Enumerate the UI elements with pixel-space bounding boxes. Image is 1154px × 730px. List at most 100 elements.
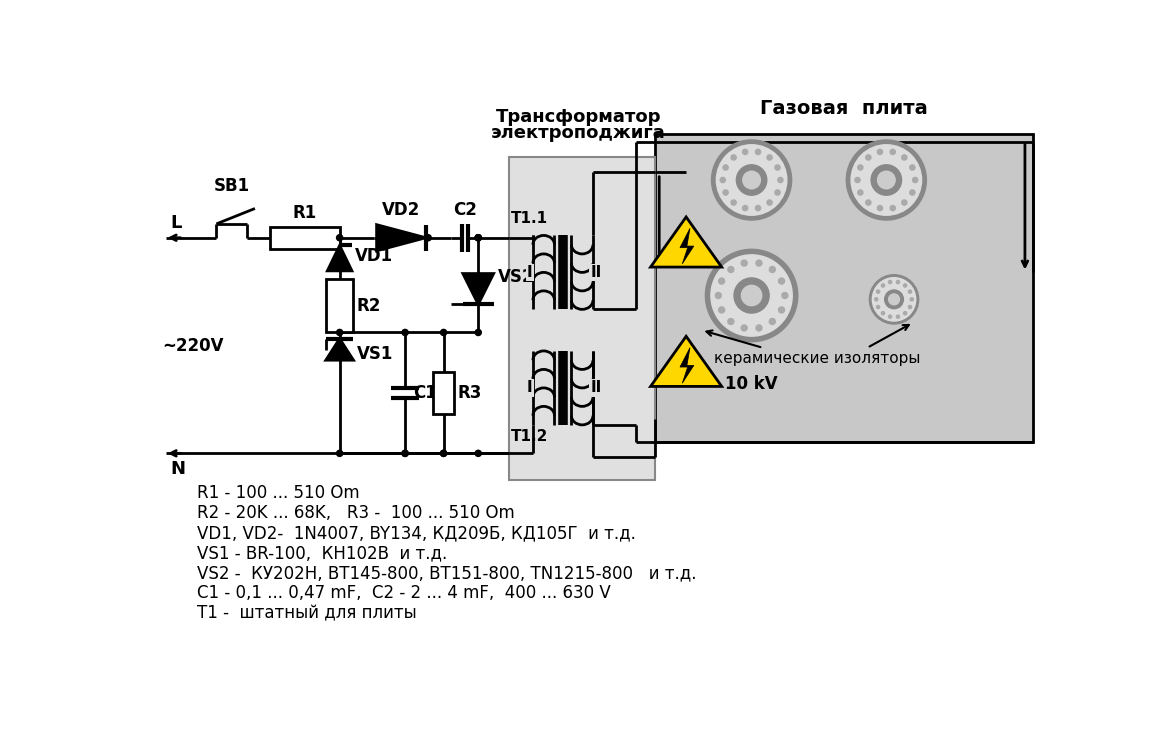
Circle shape (885, 290, 904, 309)
Text: 10 kV: 10 kV (725, 260, 778, 277)
Circle shape (901, 155, 907, 160)
Text: I: I (527, 265, 533, 280)
Circle shape (890, 206, 896, 211)
Circle shape (756, 325, 762, 331)
Circle shape (909, 190, 915, 195)
Circle shape (741, 325, 747, 331)
Circle shape (719, 307, 725, 313)
Circle shape (846, 140, 927, 220)
Circle shape (402, 450, 409, 456)
Circle shape (875, 298, 878, 301)
Text: N: N (171, 459, 186, 477)
Polygon shape (376, 225, 426, 251)
Circle shape (337, 329, 343, 336)
Circle shape (866, 200, 871, 205)
Polygon shape (463, 274, 494, 304)
Circle shape (711, 255, 793, 336)
Circle shape (475, 234, 481, 241)
Circle shape (890, 150, 896, 155)
Circle shape (901, 200, 907, 205)
Text: C1 - 0,1 ... 0,47 mF,  C2 - 2 ... 4 mF,  400 ... 630 V: C1 - 0,1 ... 0,47 mF, C2 - 2 ... 4 mF, 4… (197, 584, 610, 602)
Circle shape (720, 177, 726, 182)
Polygon shape (325, 339, 353, 360)
Circle shape (728, 318, 734, 325)
Circle shape (882, 284, 885, 287)
Circle shape (889, 280, 892, 284)
Circle shape (741, 285, 762, 306)
Circle shape (475, 329, 481, 336)
Circle shape (866, 155, 871, 160)
Text: R2: R2 (357, 296, 381, 315)
Circle shape (857, 190, 863, 195)
Text: Газовая  плита: Газовая плита (760, 99, 928, 118)
Circle shape (909, 165, 915, 170)
Text: VS2 -  КУ202Н, ВТ145-800, ВТ151-800, TN1215-800   и т.д.: VS2 - КУ202Н, ВТ145-800, ВТ151-800, TN12… (197, 564, 697, 583)
Circle shape (756, 260, 762, 266)
Text: VD1: VD1 (355, 247, 394, 265)
Circle shape (475, 234, 481, 241)
Circle shape (741, 260, 747, 266)
Circle shape (736, 165, 766, 195)
Bar (655, 134, 1033, 442)
Text: T1 -  штатный для плиты: T1 - штатный для плиты (197, 604, 417, 622)
Circle shape (779, 278, 785, 284)
Text: T1.1: T1.1 (510, 211, 548, 226)
Circle shape (889, 294, 899, 304)
Circle shape (756, 150, 760, 155)
Circle shape (756, 206, 760, 211)
Circle shape (719, 278, 725, 284)
Circle shape (778, 177, 784, 182)
Circle shape (475, 450, 481, 456)
Circle shape (337, 450, 343, 456)
Circle shape (889, 315, 892, 318)
Circle shape (908, 290, 912, 293)
Circle shape (877, 172, 896, 189)
Circle shape (767, 200, 772, 205)
Text: R1: R1 (293, 204, 317, 223)
Circle shape (730, 200, 736, 205)
Circle shape (911, 298, 913, 301)
Circle shape (877, 150, 883, 155)
Circle shape (872, 277, 916, 321)
Circle shape (742, 150, 748, 155)
Circle shape (402, 450, 409, 456)
Circle shape (876, 290, 879, 293)
Circle shape (742, 206, 748, 211)
Circle shape (441, 450, 447, 456)
Circle shape (852, 145, 922, 215)
Circle shape (767, 155, 772, 160)
Text: SB1: SB1 (213, 177, 250, 196)
Polygon shape (680, 228, 694, 264)
Text: керамические изоляторы: керамические изоляторы (714, 351, 920, 366)
Circle shape (724, 165, 728, 170)
Circle shape (775, 190, 780, 195)
Text: ~220V: ~220V (163, 337, 224, 355)
Text: R2 - 20K ... 68K,   R3 -  100 ... 510 Om: R2 - 20K ... 68K, R3 - 100 ... 510 Om (197, 504, 515, 522)
Text: VS2: VS2 (497, 269, 534, 286)
Bar (433, 372, 455, 414)
Circle shape (904, 284, 907, 287)
Circle shape (770, 266, 775, 272)
Circle shape (705, 250, 797, 342)
Text: VD1, VD2-  1N4007, BY134, КД209Б, КД105Г  и т.д.: VD1, VD2- 1N4007, BY134, КД209Б, КД105Г … (197, 524, 636, 542)
Circle shape (877, 206, 883, 211)
Circle shape (782, 293, 788, 299)
Circle shape (897, 280, 900, 284)
Circle shape (904, 312, 907, 315)
Circle shape (770, 318, 775, 325)
Circle shape (475, 234, 481, 241)
Circle shape (734, 278, 769, 313)
Circle shape (712, 140, 792, 220)
Polygon shape (651, 337, 721, 386)
Text: электроподжига: электроподжига (490, 123, 666, 142)
Circle shape (425, 234, 432, 241)
Circle shape (775, 165, 780, 170)
Polygon shape (651, 217, 721, 267)
Circle shape (402, 329, 409, 336)
Bar (325, 279, 353, 332)
Circle shape (913, 177, 917, 182)
Circle shape (730, 155, 736, 160)
Text: I: I (527, 380, 533, 396)
Text: L: L (171, 214, 181, 231)
Text: VS1 - BR-100,  КН102В  и т.д.: VS1 - BR-100, КН102В и т.д. (197, 544, 448, 562)
